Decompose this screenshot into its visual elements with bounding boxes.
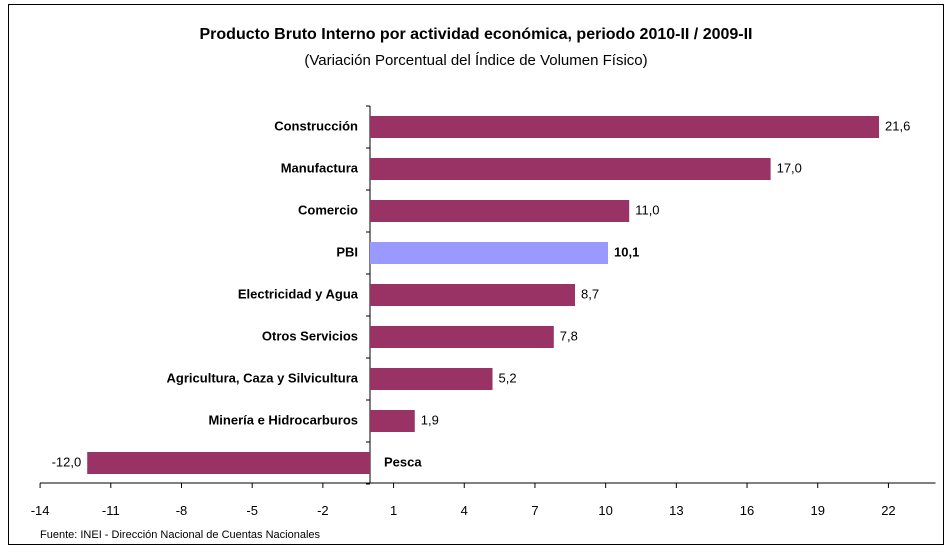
category-label: Construcción [274,118,358,133]
x-tick-label: -14 [31,503,50,518]
bar-5 [370,326,554,348]
value-label: 8,7 [581,286,599,301]
bar-3 [370,242,609,264]
value-label: 11,0 [635,202,659,217]
x-tick-label: 10 [598,503,612,518]
chart-subtitle: (Variación Porcentual del Índice de Volu… [304,52,648,69]
x-tick-label: 4 [461,503,468,518]
category-label: Comercio [298,202,358,217]
bar-1 [370,158,771,180]
x-tick-label: -8 [176,503,188,518]
category-label: Minería e Hidrocarburos [208,412,358,427]
value-label: 17,0 [777,160,802,175]
category-label: Otros Servicios [262,328,358,343]
source-note: Fuente: INEI - Dirección Nacional de Cue… [40,529,321,541]
bar-8 [87,452,370,474]
value-label: 1,9 [421,412,439,427]
value-label: -12,0 [52,454,82,469]
x-tick-label: 16 [740,503,754,518]
x-tick-label: 1 [390,503,397,518]
category-label: Pesca [384,454,422,469]
category-label: Manufactura [281,160,359,175]
value-label: 10,1 [614,244,639,259]
chart-title: Producto Bruto Interno por actividad eco… [199,26,753,43]
bar-7 [370,410,415,432]
x-tick-label: -2 [317,503,329,518]
x-tick-label: 19 [810,503,824,518]
bar-0 [370,116,879,138]
category-label: Electricidad y Agua [238,286,359,301]
category-label: Agricultura, Caza y Silvicultura [167,370,359,385]
value-label: 5,2 [499,370,517,385]
x-tick-label: 13 [669,503,683,518]
category-label: PBI [336,244,358,259]
bar-6 [370,368,493,390]
value-label: 7,8 [560,328,578,343]
x-tick-label: 22 [881,503,895,518]
x-tick-label: -5 [246,503,258,518]
bar-2 [370,200,630,222]
x-tick-label: 7 [531,503,538,518]
bar-4 [370,284,576,306]
x-tick-label: -11 [102,503,120,518]
value-label: 21,6 [885,118,910,133]
